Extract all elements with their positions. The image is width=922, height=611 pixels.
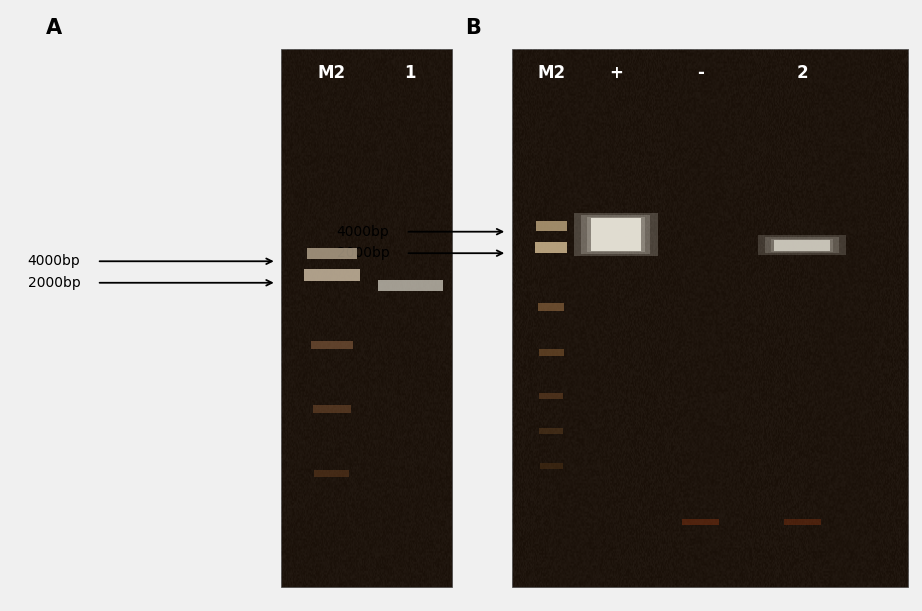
Bar [535, 243, 568, 254]
Text: +: + [609, 64, 623, 82]
Bar [540, 463, 563, 469]
Bar [538, 303, 564, 310]
Bar [758, 235, 846, 255]
Text: 1: 1 [405, 64, 416, 82]
Bar [771, 239, 833, 252]
Text: M2: M2 [538, 64, 565, 82]
Bar [306, 247, 357, 258]
Text: 4000bp: 4000bp [337, 225, 389, 239]
Text: B: B [466, 18, 481, 38]
Bar [784, 519, 821, 525]
Bar [304, 269, 360, 281]
Bar [582, 215, 651, 254]
Text: M2: M2 [318, 64, 346, 82]
Bar [536, 221, 566, 231]
Bar [281, 49, 452, 587]
Text: -: - [697, 64, 704, 82]
Text: 2000bp: 2000bp [337, 246, 389, 260]
Bar [538, 349, 564, 356]
Text: 4000bp: 4000bp [28, 254, 80, 268]
Bar [539, 428, 563, 434]
Bar [682, 519, 719, 525]
Bar [512, 49, 908, 587]
Text: A: A [46, 18, 62, 38]
Bar [313, 406, 351, 413]
Bar [573, 213, 658, 255]
Bar [765, 237, 839, 253]
Text: 2000bp: 2000bp [28, 276, 80, 290]
Bar [591, 218, 642, 251]
Bar [587, 216, 645, 252]
Bar [774, 240, 830, 251]
Bar [378, 280, 443, 291]
Text: 2: 2 [797, 64, 808, 82]
Bar [311, 341, 352, 348]
Bar [539, 393, 563, 399]
Bar [314, 470, 349, 477]
